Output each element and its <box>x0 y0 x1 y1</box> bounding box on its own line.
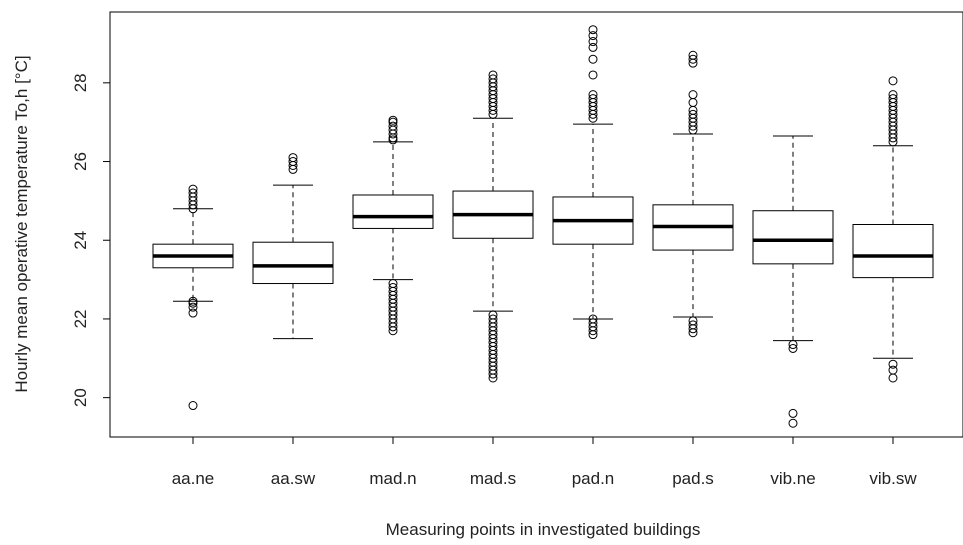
outlier-point <box>788 418 798 428</box>
boxes-layer <box>152 25 934 428</box>
outlier-point <box>688 316 698 326</box>
outlier-point <box>788 408 798 418</box>
box-group-vib-sw <box>852 76 934 383</box>
x-axis: aa.ne aa.sw mad.n mad.s pad.n pad.s vib.ne vib.… <box>172 437 917 488</box>
outlier-point <box>288 153 298 163</box>
outlier-point <box>188 188 198 198</box>
y-axis: 20 22 24 26 28 <box>71 73 110 407</box>
outlier-point <box>888 373 898 383</box>
outlier-point <box>188 302 198 312</box>
outlier-point <box>688 90 698 100</box>
outlier-point <box>488 314 498 324</box>
outlier-point <box>288 157 298 167</box>
outlier-point <box>888 94 898 104</box>
outlier-point <box>688 50 698 60</box>
outlier-point <box>488 310 498 320</box>
plot-frame <box>109 11 963 438</box>
outlier-point <box>688 320 698 330</box>
outlier-point <box>388 115 398 125</box>
outlier-point <box>688 109 698 119</box>
outlier-point <box>588 314 598 324</box>
outlier-point <box>788 343 798 353</box>
box-group-pad-s <box>652 50 734 338</box>
box-group-aa-sw <box>252 153 334 340</box>
x-tick-label: aa.ne <box>172 469 215 488</box>
x-tick-label: vib.sw <box>869 469 917 488</box>
outlier-point <box>588 42 598 52</box>
outlier-point <box>388 282 398 292</box>
outlier-point <box>888 76 898 86</box>
y-tick-label: 20 <box>71 388 90 407</box>
y-tick-label: 26 <box>71 152 90 171</box>
outlier-point <box>188 184 198 194</box>
outlier-point <box>388 279 398 289</box>
outlier-point <box>588 25 598 35</box>
outlier-point <box>588 94 598 104</box>
outlier-point <box>188 296 198 306</box>
outlier-point <box>188 401 198 411</box>
outlier-point <box>388 121 398 131</box>
outlier-point <box>588 90 598 100</box>
outlier-point <box>688 98 698 108</box>
outlier-point <box>888 365 898 375</box>
iqr-box <box>852 224 934 279</box>
y-axis-title: Hourly mean operative temperature To,h [… <box>12 55 31 392</box>
x-tick-label: vib.ne <box>770 469 815 488</box>
y-tick-label: 24 <box>71 231 90 250</box>
outlier-point <box>688 54 698 64</box>
box-group-mad-n <box>352 115 434 336</box>
iqr-box <box>752 210 834 265</box>
x-tick-label: pad.n <box>572 469 615 488</box>
outlier-point <box>488 70 498 80</box>
y-tick-label: 22 <box>71 309 90 328</box>
outlier-point <box>588 318 598 328</box>
iqr-box <box>252 241 334 285</box>
x-tick-label: aa.sw <box>271 469 316 488</box>
x-axis-title: Measuring points in investigated buildin… <box>386 520 701 539</box>
x-tick-label: mad.s <box>470 469 516 488</box>
box-group-pad-n <box>552 25 634 340</box>
outlier-point <box>588 70 598 80</box>
outlier-point <box>888 359 898 369</box>
box-group-aa-ne <box>152 184 234 411</box>
x-tick-label: mad.n <box>369 469 416 488</box>
y-tick-label: 28 <box>71 73 90 92</box>
outlier-point <box>188 308 198 318</box>
outlier-point <box>588 31 598 41</box>
outlier-point <box>588 54 598 64</box>
x-tick-label: pad.s <box>672 469 714 488</box>
box-group-vib-ne <box>752 135 834 428</box>
outlier-point <box>788 340 798 350</box>
outlier-point <box>888 90 898 100</box>
outlier-point <box>588 37 598 47</box>
outlier-point <box>488 74 498 84</box>
box-group-mad-s <box>452 70 534 383</box>
iqr-box <box>352 194 434 229</box>
